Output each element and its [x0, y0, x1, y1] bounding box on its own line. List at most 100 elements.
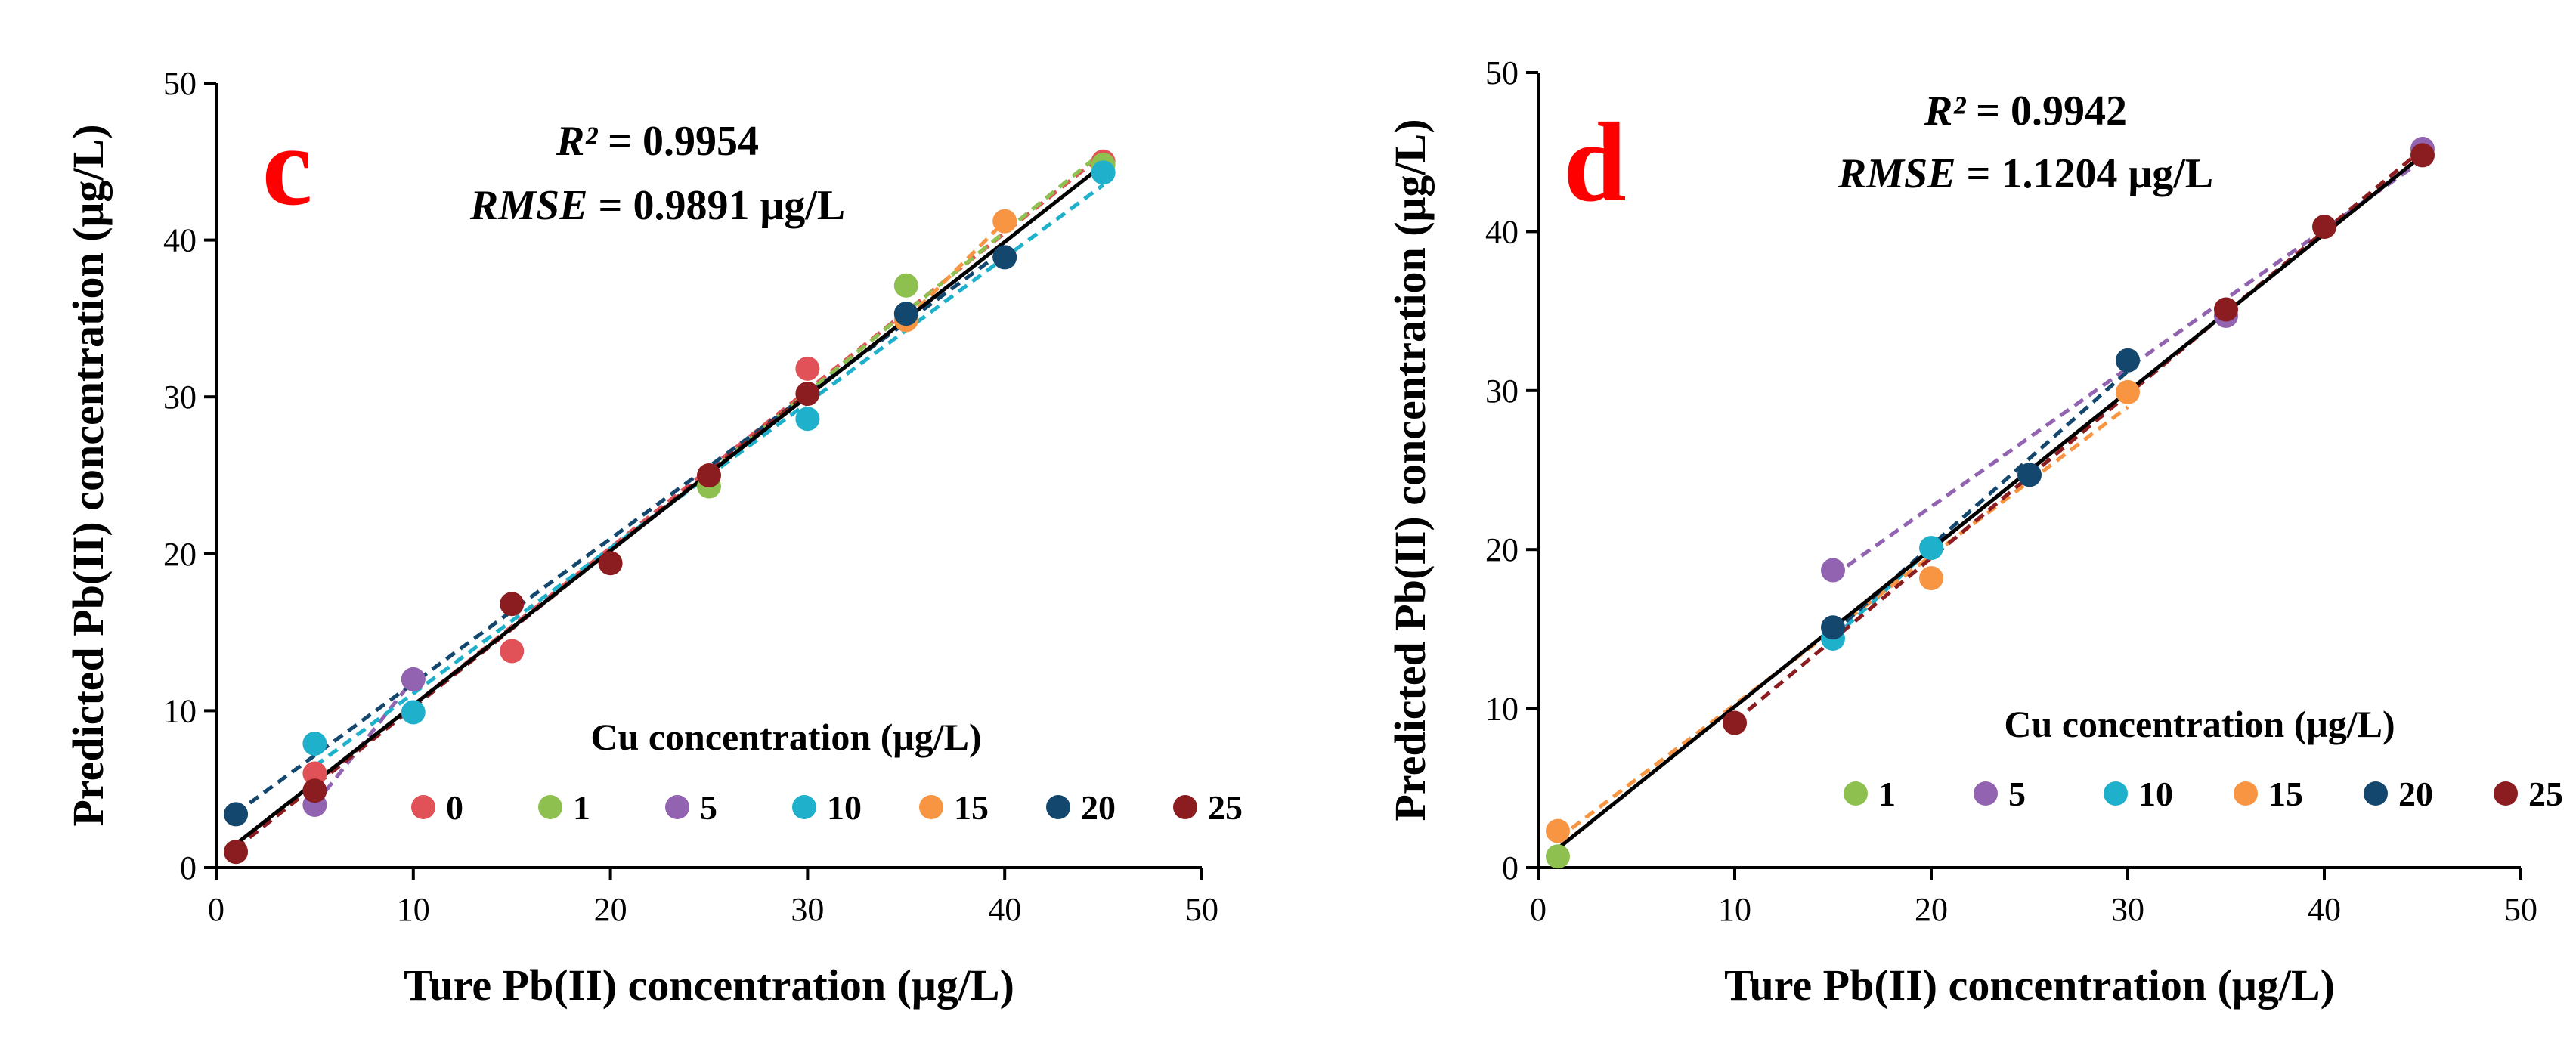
legend-marker-cu-25: [1173, 795, 1197, 819]
legend-label-cu-15: 15: [2268, 775, 2303, 813]
fit-line: [234, 162, 1105, 846]
data-point-cu-0: [302, 761, 327, 786]
data-point-cu-10: [1919, 536, 1943, 561]
legend-label-cu-5: 5: [700, 788, 717, 827]
legend-marker-cu-1: [538, 795, 562, 819]
legend-title: Cu concentration (μg/L): [590, 716, 981, 758]
y-tick-label: 50: [1485, 54, 1519, 91]
panel-letter: d: [1563, 100, 1626, 225]
legend-marker-cu-10: [792, 795, 816, 819]
legend-label-cu-25: 25: [1208, 788, 1243, 827]
r-squared-label: R²: [556, 118, 598, 165]
x-tick-label: 40: [988, 891, 1021, 928]
data-point-cu-25: [224, 840, 249, 865]
r-squared-text: R² = 0.9954: [556, 118, 759, 165]
x-tick-label: 30: [791, 891, 824, 928]
data-point-cu-10: [401, 700, 426, 725]
x-tick-label: 0: [208, 891, 224, 928]
x-tick-label: 20: [594, 891, 627, 928]
y-tick-label: 0: [1502, 849, 1519, 886]
r-squared-value: = 0.9954: [597, 118, 759, 165]
data-point-cu-25: [302, 778, 327, 803]
legend-label-cu-1: 1: [573, 788, 590, 827]
r-squared-label: R²: [1924, 88, 1966, 135]
y-tick-label: 10: [1485, 691, 1519, 728]
legend-marker-cu-20: [1046, 795, 1070, 819]
rmse-value: = 1.1204 μg/L: [1956, 150, 2214, 197]
y-axis-label: Predicted Pb(II) concentration (μg/L): [63, 124, 113, 826]
trend-line-cu-15: [905, 219, 1006, 322]
legend-label-cu-25: 25: [2528, 775, 2563, 813]
y-tick-label: 50: [163, 65, 197, 102]
data-point-cu-5: [1821, 558, 1845, 583]
data-point-cu-10: [1091, 160, 1116, 185]
legend-marker-cu-15: [2234, 781, 2258, 806]
legend-label-cu-0: 0: [446, 788, 463, 827]
trend-line-cu-20: [1831, 370, 2129, 635]
data-point-cu-25: [795, 382, 820, 407]
data-point-cu-25: [2312, 215, 2336, 240]
data-point-cu-25: [697, 463, 721, 487]
data-point-cu-20: [2017, 463, 2042, 487]
data-point-cu-0: [795, 356, 820, 381]
legend-marker-cu-15: [919, 795, 943, 819]
r-squared-text: R² = 0.9942: [1924, 88, 2127, 135]
y-tick-label: 10: [163, 692, 197, 729]
r-squared-value: = 0.9942: [1965, 88, 2127, 135]
legend-marker-cu-10: [2104, 781, 2128, 806]
data-point-cu-1: [893, 273, 918, 298]
legend-marker-cu-1: [1844, 781, 1868, 806]
x-tick-label: 0: [1530, 891, 1547, 928]
trend-line-cu-25: [1733, 147, 2424, 723]
chart-panel-d: 0 10 20 30 40 50 0 10 20 30 40 50 Ture Pb(II) concen…: [1386, 54, 2563, 1010]
data-point-cu-25: [598, 551, 623, 576]
trend-line-cu-1: [707, 150, 1105, 475]
x-tick-label: 50: [2504, 891, 2537, 928]
y-tick-label: 0: [180, 849, 197, 886]
trend-line-cu-20: [234, 248, 1006, 815]
x-axis-label: Ture Pb(II) concentration (μg/L): [404, 961, 1014, 1010]
data-point-cu-5: [401, 667, 426, 691]
x-tick-label: 40: [2308, 891, 2341, 928]
x-axis-label: Ture Pb(II) concentration (μg/L): [1724, 961, 2335, 1010]
data-point-cu-10: [302, 731, 327, 756]
data-point-cu-10: [795, 407, 820, 432]
fit-line: [1556, 153, 2424, 850]
rmse-label: RMSE: [469, 182, 588, 229]
y-tick-label: 20: [163, 536, 197, 573]
legend-marker-cu-25: [2494, 781, 2518, 806]
y-tick-label: 20: [1485, 531, 1519, 568]
data-point-cu-20: [2116, 348, 2140, 373]
x-tick-label: 10: [397, 891, 430, 928]
data-point-cu-1: [1546, 844, 1570, 869]
x-tick-label: 30: [2111, 891, 2144, 928]
legend-label-cu-5: 5: [2008, 775, 2026, 813]
data-point-cu-20: [1821, 615, 1845, 640]
y-tick-label: 40: [163, 222, 197, 259]
x-tick-label: 10: [1718, 891, 1751, 928]
rmse-text: RMSE = 0.9891 μg/L: [469, 182, 845, 229]
data-point-cu-20: [992, 245, 1017, 270]
legend-marker-cu-5: [1974, 781, 1998, 806]
data-point-cu-25: [500, 592, 525, 617]
data-point-cu-15: [1546, 818, 1570, 843]
x-tick-label: 50: [1185, 891, 1218, 928]
rmse-value: = 0.9891 μg/L: [588, 182, 846, 229]
y-axis-label: Predicted Pb(II) concentration (μg/L): [1386, 119, 1435, 821]
data-point-cu-0: [500, 639, 525, 664]
legend-label-cu-10: 10: [2138, 775, 2173, 813]
legend-marker-cu-5: [665, 795, 689, 819]
panel-letter: c: [262, 104, 313, 229]
legend-label-cu-10: 10: [827, 788, 862, 827]
legend-label-cu-1: 1: [1878, 775, 1896, 813]
legend-title: Cu concentration (μg/L): [2004, 703, 2395, 745]
data-point-cu-25: [2214, 297, 2238, 322]
legend-label-cu-20: 20: [2398, 775, 2433, 813]
data-point-cu-15: [1919, 566, 1943, 591]
legend-marker-cu-20: [2364, 781, 2388, 806]
data-point-cu-15: [2116, 379, 2140, 404]
y-tick-label: 30: [163, 379, 197, 416]
y-tick-label: 30: [1485, 373, 1519, 410]
data-point-cu-20: [224, 802, 249, 827]
